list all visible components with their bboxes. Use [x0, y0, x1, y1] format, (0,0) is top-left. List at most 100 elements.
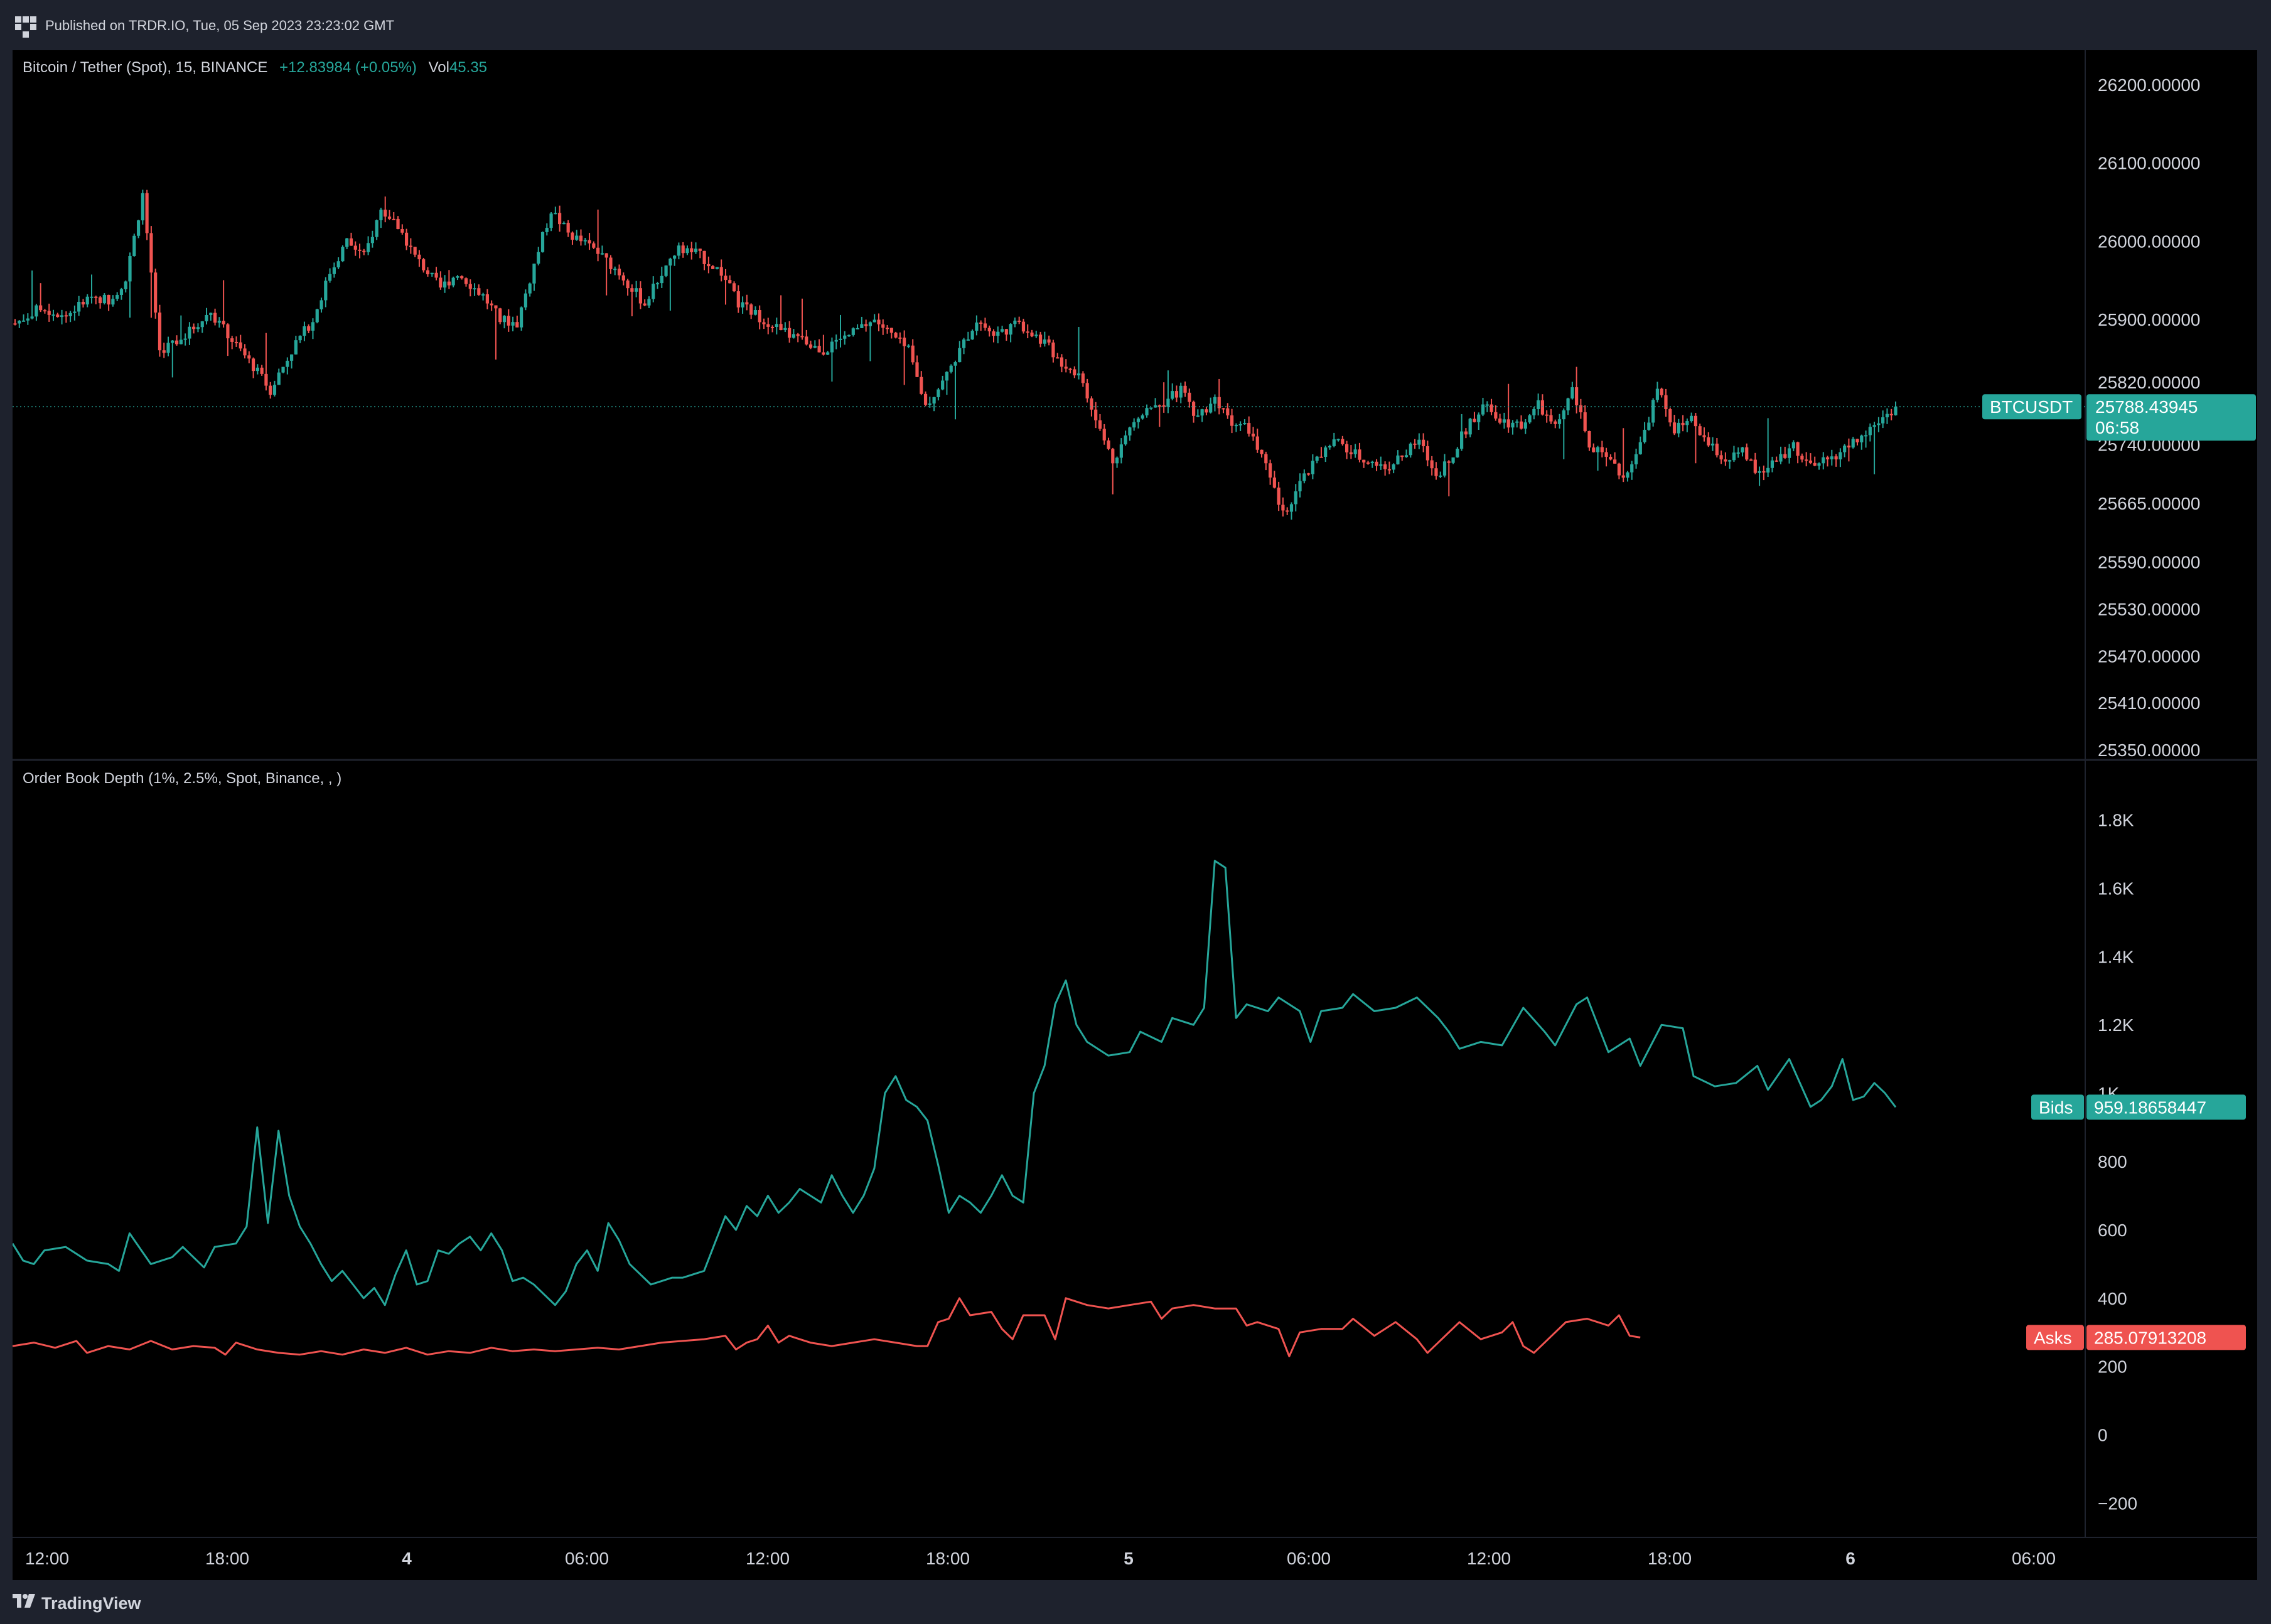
candle[interactable] [277, 368, 281, 385]
candle[interactable] [792, 329, 796, 339]
candle[interactable] [1456, 447, 1459, 458]
candle[interactable] [281, 366, 285, 373]
candle[interactable] [1634, 448, 1638, 469]
candle[interactable] [349, 232, 353, 246]
candle[interactable] [111, 295, 115, 307]
candle[interactable] [1430, 456, 1434, 476]
candle[interactable] [958, 341, 962, 363]
candle[interactable] [1672, 415, 1677, 435]
candle[interactable] [1575, 366, 1579, 414]
candle[interactable] [1251, 427, 1255, 441]
candle[interactable] [1549, 409, 1553, 424]
candle[interactable] [839, 314, 842, 348]
candle[interactable] [1098, 414, 1102, 431]
candle[interactable] [1468, 417, 1472, 437]
candle[interactable] [1243, 419, 1247, 425]
candle[interactable] [966, 331, 970, 341]
candle[interactable] [996, 326, 1000, 344]
candle[interactable] [1196, 409, 1200, 417]
candle[interactable] [1800, 453, 1804, 462]
candle[interactable] [341, 245, 345, 262]
candle[interactable] [1630, 461, 1634, 480]
candle[interactable] [1358, 442, 1361, 462]
candle[interactable] [753, 306, 758, 316]
chart-area[interactable]: 26200.00000 26100.00000 26000.00000 25900.0… [13, 50, 2257, 1580]
candle[interactable] [783, 322, 787, 333]
candle[interactable] [43, 309, 47, 314]
candle[interactable] [1698, 424, 1702, 436]
candle[interactable] [336, 257, 340, 269]
candle[interactable] [1442, 454, 1447, 478]
candle[interactable] [1141, 414, 1144, 420]
candle[interactable] [1596, 446, 1600, 471]
candle[interactable] [400, 224, 404, 235]
candle[interactable] [345, 238, 349, 250]
candle[interactable] [932, 397, 936, 412]
candle[interactable] [196, 323, 200, 333]
candle[interactable] [558, 205, 562, 232]
candle[interactable] [1532, 407, 1536, 420]
candle[interactable] [758, 305, 761, 329]
candle[interactable] [928, 397, 931, 408]
candle[interactable] [1774, 456, 1778, 462]
candle[interactable] [158, 304, 162, 357]
candle[interactable] [39, 283, 43, 313]
candle[interactable] [498, 307, 502, 324]
candle[interactable] [166, 336, 170, 356]
candle[interactable] [1260, 449, 1264, 458]
candle[interactable] [1600, 441, 1604, 457]
candle[interactable] [149, 226, 153, 318]
candle[interactable] [779, 295, 783, 331]
candle[interactable] [775, 318, 778, 335]
candle[interactable] [1115, 456, 1119, 468]
candle[interactable] [1183, 381, 1187, 397]
candle[interactable] [1209, 397, 1213, 414]
candle[interactable] [1881, 410, 1885, 429]
candle[interactable] [1707, 432, 1710, 447]
candle[interactable] [575, 230, 579, 241]
candle[interactable] [647, 296, 651, 308]
candle[interactable] [1655, 382, 1660, 403]
candle[interactable] [1345, 441, 1349, 459]
candle[interactable] [1281, 497, 1285, 517]
candle[interactable] [1749, 458, 1753, 461]
candle[interactable] [652, 276, 655, 302]
candle[interactable] [766, 318, 770, 334]
candle[interactable] [251, 357, 255, 378]
candle[interactable] [851, 327, 855, 337]
candle[interactable] [1328, 444, 1332, 450]
candle[interactable] [923, 391, 928, 407]
candle[interactable] [1592, 443, 1596, 453]
candle[interactable] [1119, 438, 1123, 464]
candle[interactable] [1523, 419, 1527, 434]
candle[interactable] [1668, 407, 1672, 427]
candle[interactable] [132, 233, 136, 257]
candle[interactable] [817, 339, 821, 353]
candle[interactable] [1690, 412, 1694, 423]
candle[interactable] [332, 262, 336, 278]
candle[interactable] [1643, 422, 1646, 444]
candle[interactable] [1375, 459, 1378, 471]
candle[interactable] [417, 250, 421, 267]
candle[interactable] [179, 315, 183, 345]
candle[interactable] [1519, 415, 1523, 430]
candle[interactable] [1719, 450, 1723, 464]
candle[interactable] [600, 245, 604, 255]
candle[interactable] [490, 300, 493, 311]
candle[interactable] [690, 242, 694, 260]
candle[interactable] [77, 296, 81, 316]
candle[interactable] [1808, 453, 1813, 464]
candle[interactable] [1460, 414, 1464, 451]
candle[interactable] [1422, 433, 1425, 452]
candle[interactable] [451, 276, 455, 287]
candle[interactable] [1447, 460, 1451, 496]
candle[interactable] [583, 237, 587, 246]
candle[interactable] [1694, 413, 1698, 464]
candle[interactable] [473, 283, 476, 296]
candle[interactable] [294, 336, 298, 355]
candle[interactable] [523, 289, 527, 311]
candle[interactable] [1710, 437, 1715, 451]
candle[interactable] [898, 332, 902, 344]
candle[interactable] [1562, 408, 1565, 459]
candle[interactable] [1247, 416, 1251, 437]
